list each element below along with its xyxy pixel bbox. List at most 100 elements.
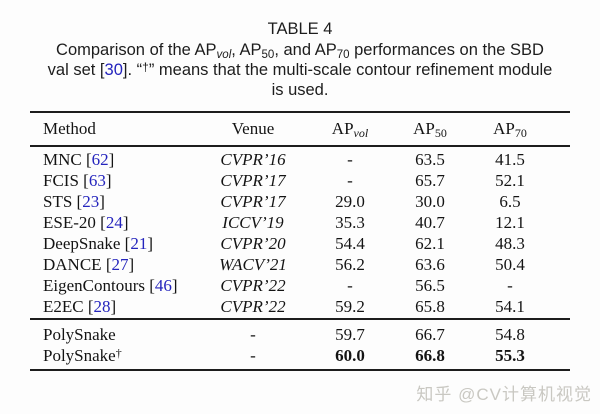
column-header-ap-70: AP70 [474, 119, 546, 139]
results-table: Method Venue APvol AP50 AP70 MNC [62] CV… [30, 111, 570, 371]
citation-link-30[interactable]: 30 [104, 61, 123, 79]
ap-base: AP [493, 119, 515, 138]
table-title: TABLE 4 [267, 20, 333, 38]
citation-number[interactable]: 28 [93, 296, 111, 316]
table-row: E2EC [28] CVPR’22 59.2 65.8 54.1 [30, 296, 570, 317]
citation-ref[interactable]: [63] [83, 170, 112, 190]
citation-ref[interactable]: [46] [149, 275, 178, 295]
venue-cell: WACV’21 [219, 254, 287, 274]
ap-base: AP [413, 119, 435, 138]
citation-ref[interactable]: [21] [124, 233, 154, 253]
method-name: DeepSnake [43, 233, 121, 253]
venue-cell: CVPR’20 [220, 233, 286, 253]
citation-number[interactable]: 46 [154, 275, 172, 295]
method-name: FCIS [43, 170, 79, 190]
ap-vol-cell: - [347, 149, 353, 169]
table-header: Method Venue APvol AP50 AP70 [30, 111, 570, 147]
ap-vol-cell: 54.4 [335, 233, 365, 253]
ap-70-cell: 55.3 [495, 345, 525, 365]
caption-text: performances on the SBD [349, 41, 544, 59]
method-cell: DeepSnake [21] [30, 234, 192, 254]
ap-50-subscript: 50 [261, 49, 275, 61]
table-row: DANCE [27] WACV’21 56.2 63.6 50.4 [30, 254, 570, 275]
citation-ref[interactable]: [62] [85, 149, 115, 169]
citation-number[interactable]: 24 [105, 212, 123, 232]
ap-70-cell: 6.5 [499, 191, 521, 211]
citation-ref[interactable]: [24] [100, 212, 129, 232]
table-row: PolySnake† - 60.0 66.8 55.3 [30, 345, 570, 366]
caption-text: val set [47, 61, 100, 79]
citation-ref[interactable]: [23] [76, 191, 105, 211]
citation-number[interactable]: 62 [91, 149, 109, 169]
ap-vol-cell: 59.2 [335, 296, 365, 316]
column-header-venue: Venue [231, 119, 275, 138]
caption-text: ] [122, 61, 128, 79]
table-body-polysnake: PolySnake - 59.7 66.7 54.8 PolySnake† - … [30, 320, 570, 371]
table-row: ESE-20 [24] ICCV’19 35.3 40.7 12.1 [30, 212, 570, 233]
caption-text: ” means that the multi-scale contour ref… [148, 61, 553, 79]
ap-70-subscript: 70 [336, 49, 350, 61]
column-header-method: Method [43, 119, 96, 138]
ap-70-cell: 50.4 [495, 254, 525, 274]
citation-number[interactable]: 23 [82, 191, 100, 211]
citation-number[interactable]: 27 [111, 254, 129, 274]
caption-text: Comparison of the AP [56, 41, 217, 59]
method-cell: PolySnake† [30, 346, 192, 366]
caption-text: [ [99, 61, 105, 79]
caption-line-3: is used. [271, 81, 329, 99]
caption-text: , and AP [274, 41, 337, 59]
citation-ref[interactable]: [28] [87, 296, 117, 316]
table-row: DeepSnake [21] CVPR’20 54.4 62.1 48.3 [30, 233, 570, 254]
citation-number[interactable]: 63 [88, 170, 106, 190]
caption-line-2: val set [30]. “†” means that the multi-s… [0, 60, 600, 80]
ap-50-cell: 30.0 [415, 191, 445, 211]
ap-vol-cell: 60.0 [335, 345, 365, 365]
method-name: PolySnake [43, 324, 116, 344]
ap-50-subscript: 50 [434, 126, 447, 140]
ap-50-cell: 66.7 [415, 324, 445, 344]
table-row: EigenContours [46] CVPR’22 - 56.5 - [30, 275, 570, 296]
zhihu-watermark: 知乎 @CV计算机视觉 [416, 385, 592, 404]
ap-vol-cell: 35.3 [335, 212, 365, 232]
venue-cell: CVPR’22 [220, 275, 286, 295]
venue-cell: - [250, 324, 256, 344]
method-name: PolySnake [43, 345, 116, 365]
ap-70-cell: 12.1 [495, 212, 525, 232]
ap-vol-subscript: vol [216, 49, 232, 61]
ap-50-cell: 65.8 [415, 296, 445, 316]
ap-70-cell: 54.1 [495, 296, 525, 316]
table-row: FCIS [63] CVPR’17 - 65.7 52.1 [30, 170, 570, 191]
method-name: ESE-20 [43, 212, 96, 232]
citation-number[interactable]: 21 [130, 233, 148, 253]
method-cell: PolySnake [30, 325, 192, 345]
method-cell: DANCE [27] [30, 255, 192, 275]
method-name: EigenContours [43, 275, 145, 295]
ap-50-cell: 56.5 [415, 275, 445, 295]
ap-vol-cell: - [347, 275, 353, 295]
method-name: E2EC [43, 296, 84, 316]
ap-70-cell: - [507, 275, 513, 295]
table-row: PolySnake - 59.7 66.7 54.8 [30, 324, 570, 345]
ap-70-cell: 54.8 [495, 324, 525, 344]
ap-vol-cell: 29.0 [335, 191, 365, 211]
column-header-ap-vol: APvol [314, 119, 386, 139]
venue-cell: CVPR’17 [220, 191, 286, 211]
citation-ref[interactable]: [27] [105, 254, 135, 274]
ap-50-cell: 65.7 [415, 170, 445, 190]
method-cell: ESE-20 [24] [30, 213, 192, 233]
header-row: Method Venue APvol AP50 AP70 [30, 113, 570, 145]
caption-text: , AP [231, 41, 262, 59]
venue-cell: ICCV’19 [222, 212, 284, 232]
method-cell: MNC [62] [30, 150, 192, 170]
venue-cell: CVPR’16 [220, 149, 286, 169]
ap-base: AP [331, 119, 354, 138]
method-name: DANCE [43, 254, 102, 274]
method-cell: E2EC [28] [30, 297, 192, 317]
ap-50-cell: 40.7 [415, 212, 445, 232]
table-body-baselines: MNC [62] CVPR’16 - 63.5 41.5 FCIS [63] C… [30, 147, 570, 320]
caption-line-1: Comparison of the APvol, AP50, and AP70 … [0, 40, 600, 61]
table-caption: Comparison of the APvol, AP50, and AP70 … [0, 40, 600, 100]
ap-70-subscript: 70 [514, 126, 527, 140]
method-cell: EigenContours [46] [30, 276, 192, 296]
ap-70-cell: 52.1 [495, 170, 525, 190]
